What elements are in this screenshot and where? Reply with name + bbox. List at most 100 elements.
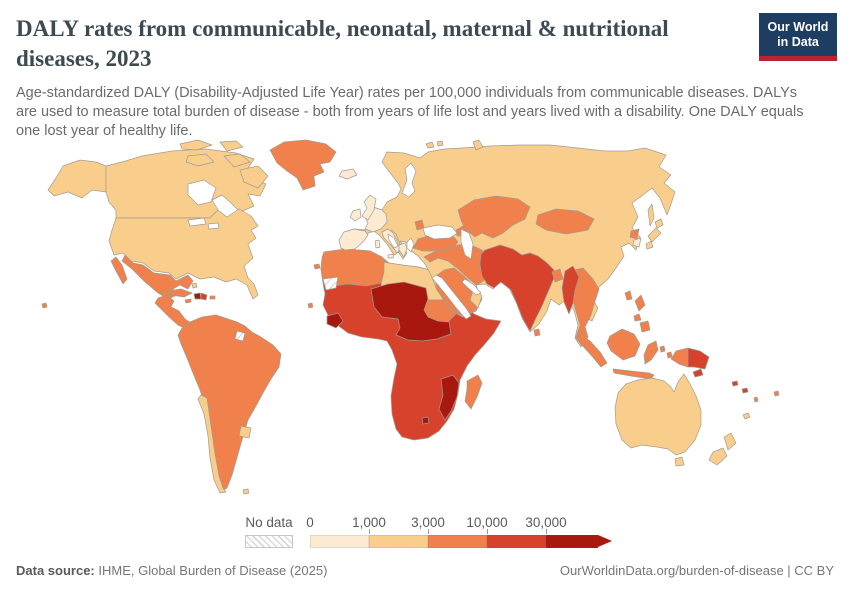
region-timor[interactable] xyxy=(692,368,704,378)
persian-gulf xyxy=(461,278,482,296)
region-philippines[interactable] xyxy=(639,320,651,333)
footer-link[interactable]: OurWorldinData.org/burden-of-disease | C… xyxy=(559,563,834,578)
region-french-guiana[interactable] xyxy=(234,330,246,342)
region-sahel-dark[interactable] xyxy=(370,281,452,342)
caspian-sea xyxy=(460,228,474,260)
legend-tick-label-30000: 30,000 xyxy=(525,515,567,530)
region-arctic-island[interactable] xyxy=(223,153,251,168)
title-line-1: DALY rates from communicable, neonatal, … xyxy=(16,16,669,41)
legend-bin-1[interactable] xyxy=(310,535,369,548)
region-taiwan[interactable] xyxy=(624,290,633,301)
legend-tick xyxy=(369,529,370,534)
legend-nodata-label: No data xyxy=(245,515,293,530)
region-greenland[interactable] xyxy=(269,139,337,191)
region-japan-honshu[interactable] xyxy=(647,227,662,243)
region-india-pakistan-afghanistan[interactable] xyxy=(479,244,555,332)
region-sardinia[interactable] xyxy=(374,239,381,249)
region-moldova[interactable] xyxy=(414,219,425,231)
region-arctic-island[interactable] xyxy=(185,153,215,167)
region-iceland[interactable] xyxy=(338,168,358,180)
region-svalbard[interactable] xyxy=(436,140,444,147)
legend-nodata-swatch[interactable] xyxy=(245,535,293,548)
subtitle-line-3: one lost year of healthy life. xyxy=(16,123,193,139)
logo-line-2: in Data xyxy=(777,35,819,49)
region-hawaii[interactable] xyxy=(41,302,48,309)
region-alaska[interactable] xyxy=(47,159,107,199)
region-haiti[interactable] xyxy=(193,292,202,300)
region-sumatra[interactable] xyxy=(575,333,608,368)
region-uruguay[interactable] xyxy=(238,425,252,439)
region-vanuatu[interactable] xyxy=(753,396,759,403)
region-baffin-island[interactable] xyxy=(239,165,269,189)
region-spain-portugal[interactable] xyxy=(338,228,369,251)
region-arctic-island[interactable] xyxy=(219,140,244,152)
region-greece[interactable] xyxy=(398,242,408,258)
region-united-kingdom[interactable] xyxy=(361,194,377,221)
region-maluku[interactable] xyxy=(666,351,673,359)
legend-color-bar xyxy=(310,535,612,548)
region-myanmar[interactable] xyxy=(561,265,580,315)
footer-source: Data source: IHME, Global Burden of Dise… xyxy=(16,563,327,578)
world-choropleth-map xyxy=(30,138,830,508)
region-novaya-zemlya[interactable] xyxy=(472,139,484,151)
region-mozambique[interactable] xyxy=(438,374,460,421)
region-solomon-islands[interactable] xyxy=(731,380,739,387)
region-south-korea[interactable] xyxy=(632,237,642,248)
region-lesotho[interactable] xyxy=(421,416,430,425)
region-puerto-rico[interactable] xyxy=(209,295,216,300)
region-arabian-peninsula[interactable] xyxy=(435,267,483,317)
region-new-caledonia[interactable] xyxy=(742,412,751,420)
region-sicily[interactable] xyxy=(387,253,395,259)
region-guinea[interactable] xyxy=(326,312,344,329)
owid-logo[interactable]: Our World in Data xyxy=(759,13,837,61)
region-central-asia[interactable] xyxy=(457,195,531,239)
world-map-svg xyxy=(41,139,780,495)
region-java[interactable] xyxy=(612,368,655,380)
red-sea xyxy=(431,274,472,320)
region-sakhalin[interactable] xyxy=(647,203,655,227)
great-lakes xyxy=(187,217,207,227)
region-usa[interactable] xyxy=(108,208,259,300)
region-sulawesi[interactable] xyxy=(643,340,659,365)
region-borneo[interactable] xyxy=(606,328,641,361)
region-japan-hokkaido[interactable] xyxy=(654,218,664,229)
region-japan-kyushu[interactable] xyxy=(645,240,654,250)
region-australia[interactable] xyxy=(614,373,702,456)
region-svalbard[interactable] xyxy=(425,141,435,149)
region-tasmania[interactable] xyxy=(674,456,685,467)
region-chile[interactable] xyxy=(197,394,227,494)
region-turkey[interactable] xyxy=(412,234,459,252)
region-bahamas[interactable] xyxy=(191,282,198,289)
region-bangladesh[interactable] xyxy=(551,268,564,283)
region-new-zealand-south[interactable] xyxy=(708,447,728,466)
region-cuba[interactable] xyxy=(166,288,193,298)
region-south-america[interactable] xyxy=(177,314,282,491)
region-papua-new-guinea[interactable] xyxy=(687,347,710,370)
region-jamaica[interactable] xyxy=(184,298,192,304)
region-cape-verde[interactable] xyxy=(307,302,314,309)
region-philippines[interactable] xyxy=(634,294,646,312)
region-mongolia[interactable] xyxy=(535,208,595,235)
region-maluku[interactable] xyxy=(659,345,666,353)
region-western-sahara[interactable] xyxy=(322,276,339,291)
region-baja-california[interactable] xyxy=(110,256,128,285)
region-sri-lanka[interactable] xyxy=(533,328,541,337)
region-new-zealand-north[interactable] xyxy=(723,432,737,451)
region-dominican-republic[interactable] xyxy=(200,292,208,301)
region-solomon-islands[interactable] xyxy=(741,387,749,394)
region-canary-islands[interactable] xyxy=(313,263,321,270)
legend-bin-3[interactable] xyxy=(428,535,487,548)
region-ireland[interactable] xyxy=(349,208,362,222)
region-arctic-island[interactable] xyxy=(179,139,213,151)
legend-bin-2[interactable] xyxy=(369,535,428,548)
region-falkland-islands[interactable] xyxy=(242,488,250,495)
region-mexico[interactable] xyxy=(121,254,194,300)
region-madagascar[interactable] xyxy=(464,374,483,410)
region-fiji[interactable] xyxy=(773,390,780,397)
region-west-new-guinea[interactable] xyxy=(670,347,689,368)
legend-bin-4[interactable] xyxy=(487,535,546,548)
legend-tick xyxy=(487,529,488,534)
baltic-sea xyxy=(401,162,417,198)
region-philippines[interactable] xyxy=(633,313,642,322)
legend-bin-5[interactable] xyxy=(546,535,598,548)
